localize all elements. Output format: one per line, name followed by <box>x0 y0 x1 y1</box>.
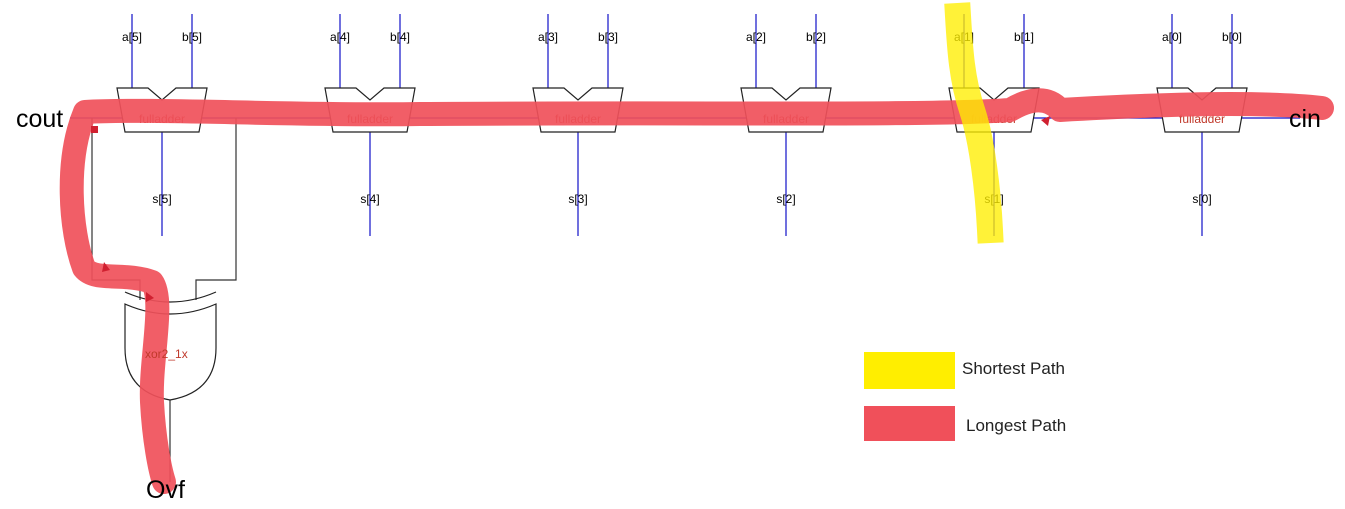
input-b-label: b[5] <box>182 30 202 44</box>
ovf-port-label: Ovf <box>146 476 185 504</box>
input-b-label: b[0] <box>1222 30 1242 44</box>
sum-output-label: s[0] <box>1192 192 1211 206</box>
input-a-label: a[0] <box>1162 30 1182 44</box>
input-wires <box>131 14 1233 88</box>
input-b-label: b[2] <box>806 30 826 44</box>
legend-shortest-label: Shortest Path <box>962 359 1065 378</box>
input-a-label: a[3] <box>538 30 558 44</box>
shortest-path-highlight <box>944 2 1004 244</box>
sum-output-label: s[5] <box>152 192 171 206</box>
pen-marks <box>91 116 1050 302</box>
xor-gate-label: xor2_1x <box>145 347 188 361</box>
cout-port-label: cout <box>16 105 63 133</box>
input-b-label: b[3] <box>598 30 618 44</box>
sum-output-label: s[3] <box>568 192 587 206</box>
input-b-label: b[4] <box>390 30 410 44</box>
legend: Shortest Path Longest Path <box>864 352 1066 441</box>
sum-output-label: s[4] <box>360 192 379 206</box>
xor2-gate <box>124 291 217 401</box>
input-a-label: a[4] <box>330 30 350 44</box>
longest-path-highlight <box>59 88 1334 494</box>
legend-longest-swatch <box>864 406 955 441</box>
legend-longest-label: Longest Path <box>966 416 1066 435</box>
input-a-label: a[2] <box>746 30 766 44</box>
wires <box>70 14 1300 482</box>
legend-shortest-swatch <box>864 352 955 389</box>
cin-port-label: cin <box>1289 105 1321 133</box>
input-a-label: a[5] <box>122 30 142 44</box>
sum-output-label: s[2] <box>776 192 795 206</box>
sum-wires <box>161 132 1203 236</box>
input-b-label: b[1] <box>1014 30 1034 44</box>
